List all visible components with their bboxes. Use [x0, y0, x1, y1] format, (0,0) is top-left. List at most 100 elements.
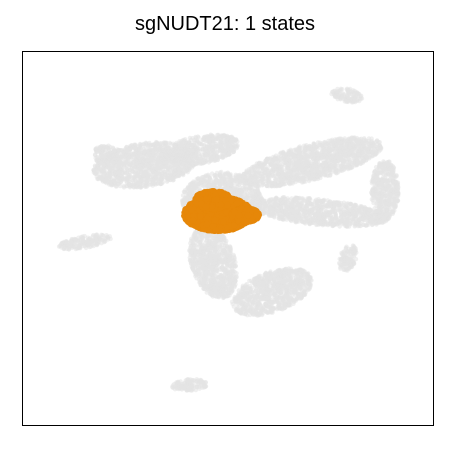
background-cluster-point	[165, 173, 170, 178]
background-cluster-point	[131, 159, 136, 164]
background-cluster-point	[379, 216, 384, 221]
background-cluster-point	[309, 220, 314, 225]
background-cluster-point	[318, 171, 323, 176]
background-cluster-point	[307, 175, 312, 180]
background-cluster-point	[288, 147, 293, 152]
background-cluster-point	[146, 162, 151, 167]
background-cluster-point	[318, 221, 323, 226]
background-cluster-point	[266, 177, 272, 182]
background-cluster-point	[274, 208, 279, 213]
background-cluster-point	[179, 141, 184, 146]
background-cluster-point	[271, 166, 276, 172]
background-cluster-point	[287, 181, 292, 187]
background-cluster-point	[327, 161, 333, 166]
background-cluster-point	[342, 144, 347, 150]
background-cluster-point	[146, 150, 152, 155]
background-cluster-point	[374, 201, 379, 206]
background-cluster-point	[121, 176, 127, 181]
background-cluster-point	[302, 161, 308, 166]
background-cluster-point	[171, 177, 176, 183]
background-cluster-point	[363, 223, 368, 228]
background-cluster-point	[317, 140, 322, 145]
background-cluster-point	[379, 170, 385, 176]
background-cluster-point	[176, 149, 181, 154]
background-cluster-point	[368, 143, 373, 149]
background-cluster-point	[395, 185, 401, 191]
background-cluster-point	[310, 216, 316, 221]
background-cluster-point	[346, 151, 352, 156]
background-cluster-point	[268, 213, 274, 218]
background-cluster-point	[290, 203, 295, 208]
background-cluster-point	[393, 193, 398, 199]
background-cluster-point	[97, 148, 103, 154]
background-cluster-point	[355, 223, 361, 229]
background-cluster-point	[394, 174, 399, 179]
background-cluster-point	[153, 166, 159, 171]
background-cluster-point	[159, 152, 164, 158]
background-cluster-point	[260, 176, 266, 181]
background-cluster-point	[183, 147, 188, 153]
background-cluster-point	[159, 175, 164, 181]
background-cluster-point	[297, 146, 303, 151]
background-cluster-point	[119, 154, 125, 159]
background-cluster-point	[392, 188, 397, 194]
background-cluster-point	[133, 146, 138, 152]
background-cluster-point	[121, 183, 127, 189]
background-cluster-point	[182, 169, 188, 174]
background-cluster-point	[331, 168, 336, 173]
background-cluster-point	[158, 141, 164, 146]
background-cluster-point	[172, 168, 177, 174]
background-cluster-point	[299, 202, 304, 208]
background-cluster-point	[117, 166, 122, 171]
background-cluster-point	[258, 160, 264, 166]
background-cluster-point	[380, 186, 385, 191]
background-cluster-point	[176, 156, 181, 162]
background-cluster-point	[127, 181, 132, 187]
background-cluster-point	[346, 156, 351, 162]
background-cluster-point	[143, 155, 148, 160]
background-cluster-point	[327, 173, 333, 178]
background-cluster-point	[135, 167, 140, 172]
background-cluster-point	[279, 215, 284, 220]
background-cluster-point	[320, 204, 325, 210]
background-cluster-point	[315, 156, 320, 162]
background-cluster-point	[366, 150, 371, 155]
background-cluster-point	[294, 169, 299, 174]
background-cluster-point	[207, 138, 212, 143]
background-cluster-point	[187, 135, 193, 141]
background-cluster-point	[380, 209, 386, 214]
background-cluster-upper-center	[158, 132, 240, 168]
background-cluster-point	[189, 160, 194, 165]
background-cluster-point	[357, 137, 362, 142]
background-cluster-point	[272, 157, 278, 162]
background-cluster-point	[372, 169, 377, 174]
background-cluster-point	[308, 212, 313, 217]
background-cluster-point	[177, 145, 182, 150]
background-cluster-point	[385, 179, 390, 185]
background-cluster-point	[350, 153, 356, 159]
background-cluster-right-arc-upper	[240, 135, 384, 189]
background-cluster-point	[317, 162, 322, 167]
background-cluster-point	[290, 152, 295, 157]
background-cluster-point	[169, 165, 174, 170]
background-cluster-point	[348, 165, 354, 170]
background-cluster-point	[282, 195, 287, 200]
background-cluster-point	[334, 137, 340, 142]
background-cluster-point	[284, 161, 289, 167]
background-cluster-point	[114, 178, 119, 183]
background-cluster-point	[378, 193, 384, 198]
background-cluster-point	[269, 161, 274, 166]
background-cluster-point	[346, 160, 352, 166]
background-cluster-point	[265, 168, 270, 173]
background-cluster-point	[270, 199, 275, 205]
background-cluster-point	[344, 165, 350, 171]
background-cluster-point	[164, 164, 169, 169]
background-cluster-point	[386, 184, 391, 189]
background-cluster-point	[120, 162, 125, 167]
background-cluster-point	[116, 162, 121, 167]
background-cluster-point	[358, 147, 364, 152]
background-cluster-point	[131, 180, 136, 186]
background-cluster-point	[127, 145, 133, 151]
background-cluster-point	[384, 201, 389, 206]
background-cluster-point	[375, 180, 380, 185]
